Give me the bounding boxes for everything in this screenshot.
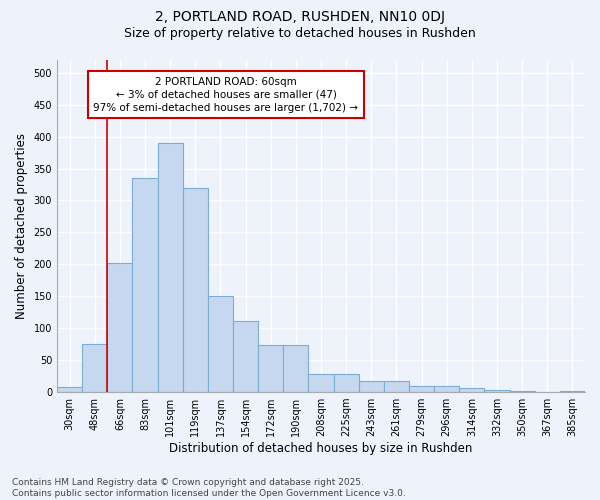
Bar <box>258 346 283 392</box>
Bar <box>409 386 434 392</box>
Bar <box>283 346 308 392</box>
Text: Size of property relative to detached houses in Rushden: Size of property relative to detached ho… <box>124 28 476 40</box>
Text: 2 PORTLAND ROAD: 60sqm
← 3% of detached houses are smaller (47)
97% of semi-deta: 2 PORTLAND ROAD: 60sqm ← 3% of detached … <box>94 76 358 113</box>
Bar <box>82 344 107 392</box>
Text: 2, PORTLAND ROAD, RUSHDEN, NN10 0DJ: 2, PORTLAND ROAD, RUSHDEN, NN10 0DJ <box>155 10 445 24</box>
Bar <box>107 263 133 392</box>
X-axis label: Distribution of detached houses by size in Rushden: Distribution of detached houses by size … <box>169 442 473 455</box>
Bar <box>334 374 359 392</box>
Bar <box>133 178 158 392</box>
Bar <box>308 374 334 392</box>
Bar <box>459 388 484 392</box>
Bar <box>484 390 509 392</box>
Bar <box>359 381 384 392</box>
Bar <box>183 188 208 392</box>
Bar <box>208 296 233 392</box>
Bar <box>57 387 82 392</box>
Bar <box>384 380 409 392</box>
Y-axis label: Number of detached properties: Number of detached properties <box>15 133 28 319</box>
Bar <box>158 143 183 392</box>
Bar <box>434 386 459 392</box>
Bar <box>233 321 258 392</box>
Text: Contains HM Land Registry data © Crown copyright and database right 2025.
Contai: Contains HM Land Registry data © Crown c… <box>12 478 406 498</box>
